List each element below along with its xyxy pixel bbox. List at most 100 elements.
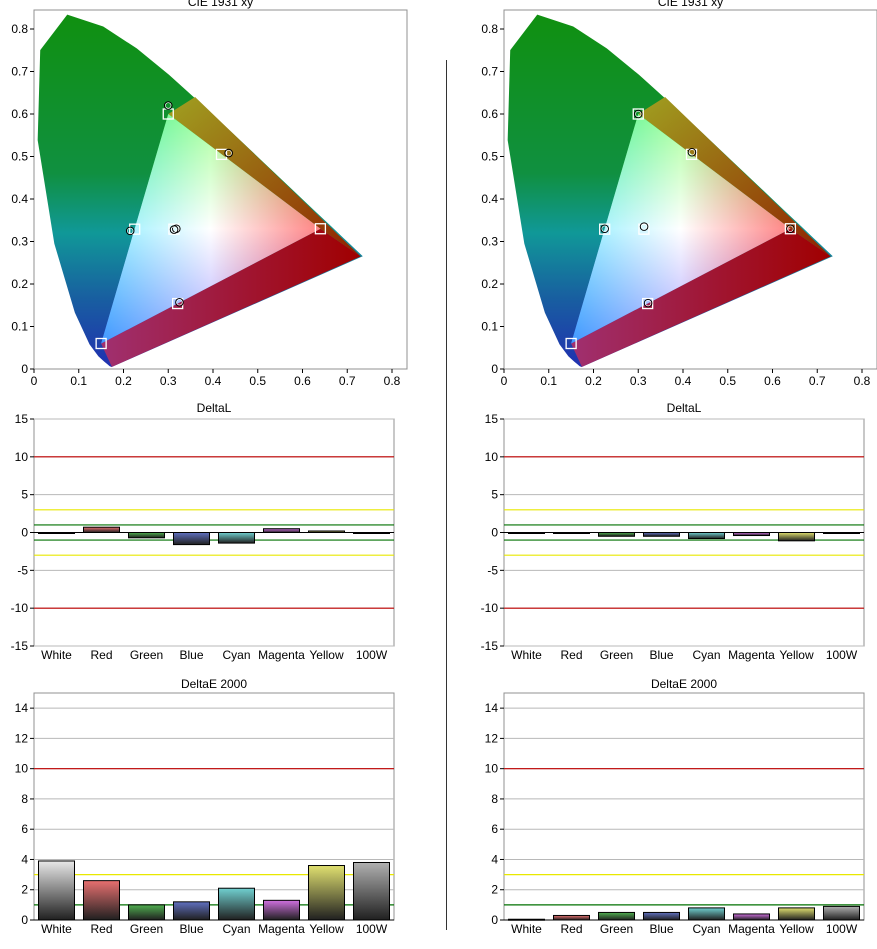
y-tick-label: 4 bbox=[491, 852, 498, 866]
category-label: Magenta bbox=[258, 648, 305, 662]
y-tick-label: 10 bbox=[485, 762, 499, 776]
y-tick-label: 0.2 bbox=[11, 277, 28, 291]
y-tick-label: 15 bbox=[15, 412, 29, 426]
y-tick-label: 10 bbox=[485, 450, 499, 464]
bar-magenta bbox=[733, 913, 770, 921]
measured-marker bbox=[639, 222, 649, 231]
category-label: Yellow bbox=[309, 648, 344, 662]
outer-region-yellow bbox=[168, 97, 361, 257]
x-tick-label: 0.7 bbox=[809, 374, 826, 388]
y-tick-label: 8 bbox=[21, 792, 28, 806]
bar-white bbox=[38, 532, 75, 534]
category-label: Yellow bbox=[779, 648, 814, 662]
category-label: White bbox=[41, 922, 72, 936]
measured-marker-inner bbox=[688, 149, 696, 156]
measured-marker bbox=[786, 224, 795, 234]
chart-title: CIE 1931 xy bbox=[188, 0, 253, 9]
y-tick-label: 0 bbox=[21, 526, 28, 540]
x-tick-label: 0.4 bbox=[675, 374, 692, 388]
bar-green bbox=[128, 904, 165, 921]
chart-title: DeltaE 2000 bbox=[181, 677, 247, 691]
bar-chart-de-left: DeltaE 2000 14 12 10 8 6 4 2 0 White Red Green Blue C… bbox=[15, 677, 395, 936]
y-tick-label: 10 bbox=[15, 450, 29, 464]
x-tick-label: 0.1 bbox=[540, 374, 557, 388]
chart-title: DeltaE 2000 bbox=[651, 677, 717, 691]
bar-green bbox=[598, 532, 635, 537]
y-tick-label: 0.8 bbox=[481, 22, 498, 36]
y-tick-label: 10 bbox=[15, 762, 29, 776]
y-tick-label: 0.3 bbox=[11, 235, 28, 249]
measured-marker bbox=[169, 225, 179, 234]
y-tick-label: 14 bbox=[485, 701, 499, 715]
bar-green bbox=[128, 532, 165, 539]
y-tick-label: 5 bbox=[491, 488, 498, 502]
y-tick-label: -5 bbox=[487, 563, 498, 577]
outer-region-magenta-red bbox=[571, 228, 831, 367]
y-tick-label: 0.1 bbox=[11, 320, 28, 334]
bar-100w bbox=[353, 532, 390, 534]
y-tick-label: 12 bbox=[15, 731, 29, 745]
category-label: Magenta bbox=[728, 648, 775, 662]
bar-white bbox=[508, 918, 545, 921]
x-tick-label: 0.8 bbox=[384, 374, 401, 388]
bar-cyan bbox=[688, 907, 725, 921]
target-marker bbox=[599, 223, 611, 235]
measured-marker bbox=[163, 101, 173, 110]
measured-marker bbox=[687, 147, 697, 157]
bar-white bbox=[508, 532, 545, 534]
x-tick-label: 0.7 bbox=[339, 374, 356, 388]
bar-blue bbox=[643, 911, 680, 921]
y-tick-label: 0.1 bbox=[481, 320, 498, 334]
measured-marker-inner bbox=[644, 300, 652, 307]
category-label: 100W bbox=[356, 922, 388, 936]
measured-marker-inner bbox=[225, 150, 232, 157]
category-label: Red bbox=[560, 648, 582, 662]
category-label: Cyan bbox=[692, 922, 720, 936]
target-marker bbox=[314, 223, 327, 235]
bar-red bbox=[83, 526, 120, 533]
category-label: Cyan bbox=[222, 922, 250, 936]
measured-marker-inner bbox=[170, 226, 178, 233]
y-tick-label: 6 bbox=[21, 822, 28, 836]
target-marker bbox=[95, 337, 107, 350]
x-tick-label: 0.1 bbox=[70, 374, 87, 388]
y-tick-label: 0.7 bbox=[481, 65, 498, 79]
y-tick-label: 6 bbox=[491, 822, 498, 836]
y-tick-label: 0 bbox=[491, 362, 498, 376]
x-tick-label: 0.4 bbox=[205, 374, 222, 388]
chart-title: DeltaL bbox=[667, 401, 702, 415]
y-tick-label: -5 bbox=[17, 563, 28, 577]
y-tick-label: 14 bbox=[15, 701, 29, 715]
x-tick-label: 0 bbox=[31, 374, 38, 388]
category-label: Yellow bbox=[779, 922, 814, 936]
target-marker bbox=[632, 108, 644, 120]
bar-chart-de-right: DeltaE 2000 14 12 10 8 6 4 2 0 White Red Green Blue C… bbox=[485, 677, 865, 936]
bar-red bbox=[553, 914, 590, 921]
y-tick-label: 0.8 bbox=[11, 22, 28, 36]
target-marker bbox=[215, 148, 228, 161]
cie-chart-right: CIE 1931 xy 0 0.1 0.2 0.3 0.4 0.5 0.6 0.7 0.8 0 0.1… bbox=[481, 0, 877, 388]
measured-marker-inner bbox=[176, 299, 183, 306]
category-label: Green bbox=[130, 922, 163, 936]
bar-magenta bbox=[263, 899, 300, 921]
x-tick-label: 0.3 bbox=[630, 374, 647, 388]
category-label: Cyan bbox=[692, 648, 720, 662]
target-marker bbox=[638, 223, 650, 235]
bar-yellow bbox=[778, 532, 815, 542]
measured-marker bbox=[633, 109, 643, 119]
bar-100w bbox=[823, 905, 860, 921]
x-tick-label: 0.5 bbox=[249, 374, 266, 388]
measured-marker bbox=[125, 226, 135, 236]
bar-cyan bbox=[218, 887, 255, 921]
measured-marker-inner bbox=[127, 227, 134, 234]
y-tick-label: -15 bbox=[11, 639, 29, 653]
bar-yellow bbox=[308, 530, 345, 534]
y-tick-label: 2 bbox=[491, 883, 498, 897]
y-tick-label: 0 bbox=[21, 913, 28, 927]
bar-100w bbox=[353, 861, 390, 921]
measured-marker-inner bbox=[601, 225, 608, 232]
y-tick-label: -10 bbox=[481, 601, 499, 615]
y-tick-label: 8 bbox=[491, 792, 498, 806]
x-tick-label: 0.2 bbox=[115, 374, 132, 388]
category-label: 100W bbox=[356, 648, 388, 662]
